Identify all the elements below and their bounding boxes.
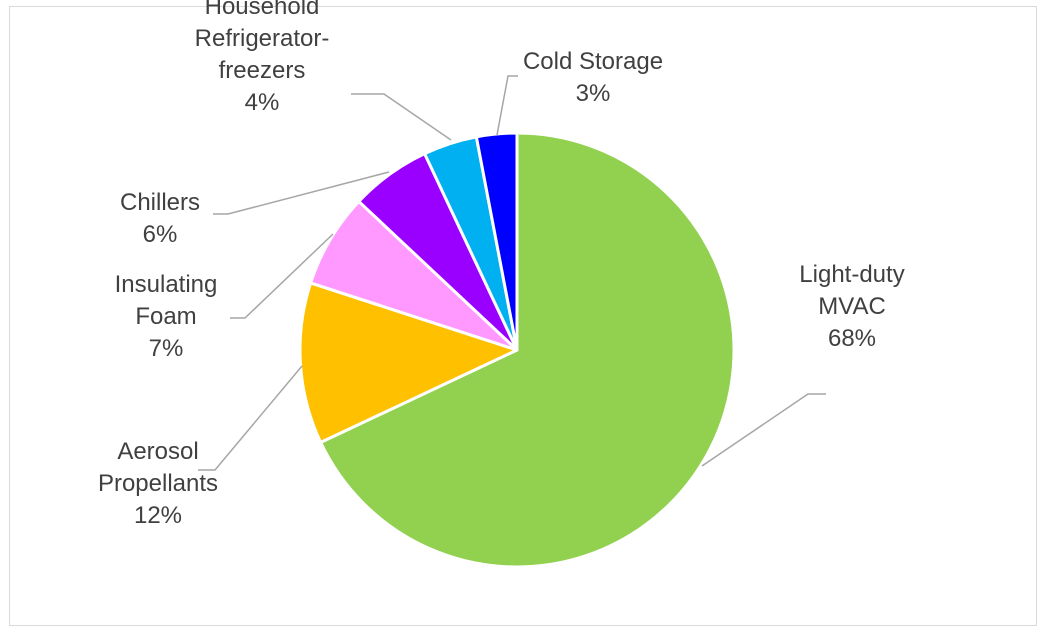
data-label-category: Cold Storage [523,48,663,75]
data-label: Cold Storage 3% [523,48,663,107]
data-label: Household Refrigerator-freezers 4% [195,0,330,116]
data-label-percent: 12% [134,502,182,529]
leader-line [496,75,518,136]
leader-line [230,233,334,319]
data-label: Insulating Foam 7% [115,271,218,362]
data-label-category: Light-duty [799,261,904,288]
leader-line [198,365,303,471]
data-label-category: Insulating [115,271,218,298]
leader-line [351,93,452,141]
data-label-percent: 7% [149,335,184,362]
data-label-category: MVAC [818,293,886,320]
data-label-percent: 6% [143,221,178,248]
data-label-category: Household [205,0,320,20]
data-label-percent: 3% [576,80,611,107]
data-label-percent: 68% [828,325,876,352]
leader-line [213,171,390,215]
pie-slice [319,131,736,569]
leader-line [701,393,826,467]
data-label-category: Refrigerator- [195,25,330,52]
data-label-category: freezers [219,57,306,84]
pie-slice [298,281,519,444]
data-label-category: Aerosol [117,438,198,465]
data-label: Light-duty MVAC 68% [799,261,904,352]
data-label-percent: 4% [245,89,280,116]
data-label: Aerosol Propellants 12% [98,438,218,529]
data-label-category: Foam [135,303,196,330]
data-label-category: Propellants [98,470,218,497]
data-label: Chillers 6% [120,189,200,248]
data-label-category: Chillers [120,189,200,216]
